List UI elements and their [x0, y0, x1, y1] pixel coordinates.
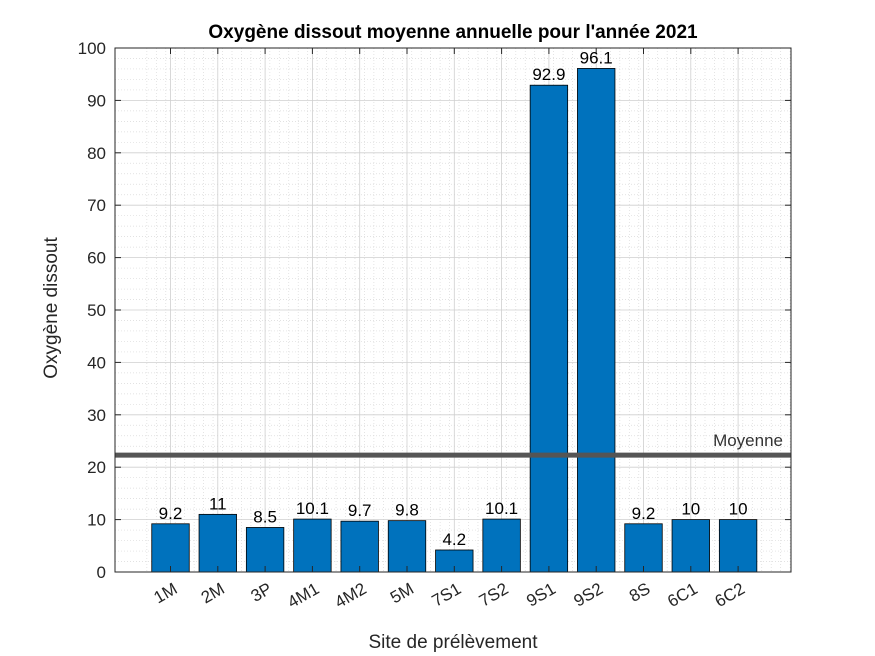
chart-title: Oxygène dissout moyenne annuelle pour l'… [208, 22, 698, 43]
data-label-8s: 9.2 [632, 504, 656, 523]
bar-5m [387, 520, 427, 573]
y-tick-label: 10 [87, 511, 106, 530]
bar-9s2 [577, 68, 616, 573]
reference-line-group: Moyenne [115, 431, 791, 458]
y-tick-label: 40 [87, 353, 106, 372]
data-labels: 9.2 11 8.5 10.1 9.7 9.8 4.2 10.1 92.9 96.1 9.2 10 10 [159, 48, 748, 549]
bar-7s2 [482, 518, 521, 573]
data-label-2m: 11 [209, 494, 227, 513]
data-label-3p: 8.5 [253, 507, 277, 526]
bar-3p [245, 527, 285, 573]
data-label-7s1: 4.2 [442, 530, 466, 549]
data-label-6c2: 10 [729, 500, 748, 519]
y-tick-label: 100 [78, 39, 106, 58]
bar-6c2 [718, 519, 758, 573]
data-label-6c1: 10 [681, 500, 700, 519]
data-label-7s2: 10.1 [485, 499, 518, 518]
y-tick-label: 50 [87, 301, 106, 320]
data-label-9s1: 92.9 [532, 65, 565, 84]
reference-line-label: Moyenne [713, 431, 783, 450]
y-tick-label: 20 [87, 458, 106, 477]
x-axis-title: Site de prélèvement [369, 632, 539, 653]
bar-9s1 [529, 84, 569, 573]
bar-2m [198, 513, 237, 573]
y-tick-label: 0 [97, 563, 106, 582]
y-tick-label: 70 [87, 196, 106, 215]
data-label-4m2: 9.7 [348, 501, 372, 520]
bar-6c1 [671, 519, 710, 573]
bar-4m2 [340, 520, 379, 573]
bar-8s [624, 523, 663, 573]
bar-1m [151, 523, 190, 573]
y-axis-ticks: 0 10 20 30 40 50 60 70 80 90 100 [78, 39, 791, 582]
data-label-5m: 9.8 [395, 501, 419, 520]
data-label-4m1: 10.1 [296, 499, 329, 518]
y-tick-label: 30 [87, 406, 106, 425]
y-tick-label: 80 [87, 144, 106, 163]
y-tick-label: 60 [87, 249, 106, 268]
y-axis-title: Oxygène dissout [41, 237, 62, 379]
bar-4m1 [293, 518, 332, 573]
y-tick-label: 90 [87, 91, 106, 110]
data-label-1m: 9.2 [159, 504, 183, 523]
bars [151, 68, 758, 573]
data-label-9s2: 96.1 [580, 48, 613, 67]
